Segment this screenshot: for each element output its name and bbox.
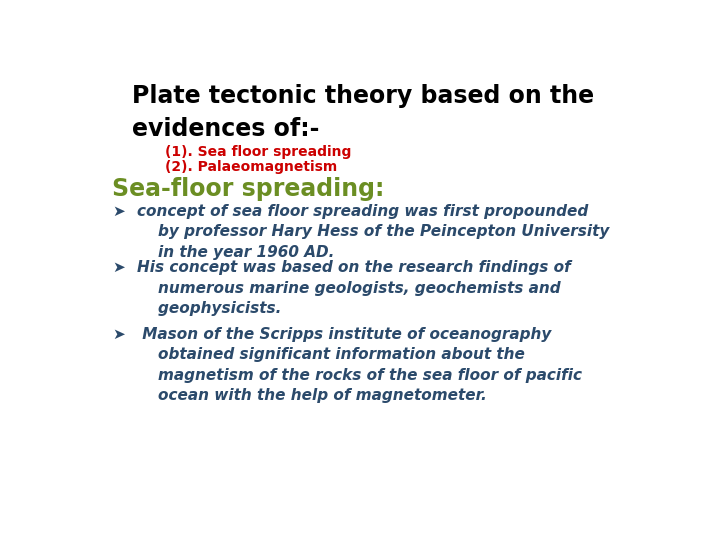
Text: His concept was based on the research findings of
    numerous marine geologists: His concept was based on the research fi… [138, 260, 571, 316]
Text: evidences of:-: evidences of:- [132, 117, 319, 141]
Text: Sea-floor spreading:: Sea-floor spreading: [112, 177, 384, 201]
Text: ➤: ➤ [112, 327, 125, 342]
Text: Plate tectonic theory based on the: Plate tectonic theory based on the [132, 84, 594, 107]
Text: concept of sea floor spreading was first propounded
    by professor Hary Hess o: concept of sea floor spreading was first… [138, 204, 610, 260]
Text: (2). Palaeomagnetism: (2). Palaeomagnetism [166, 160, 338, 174]
Text: (1). Sea floor spreading: (1). Sea floor spreading [166, 145, 351, 159]
Text: ➤: ➤ [112, 204, 125, 219]
Text: Mason of the Scripps institute of oceanography
    obtained significant informat: Mason of the Scripps institute of oceano… [138, 327, 582, 403]
Text: ➤: ➤ [112, 260, 125, 275]
